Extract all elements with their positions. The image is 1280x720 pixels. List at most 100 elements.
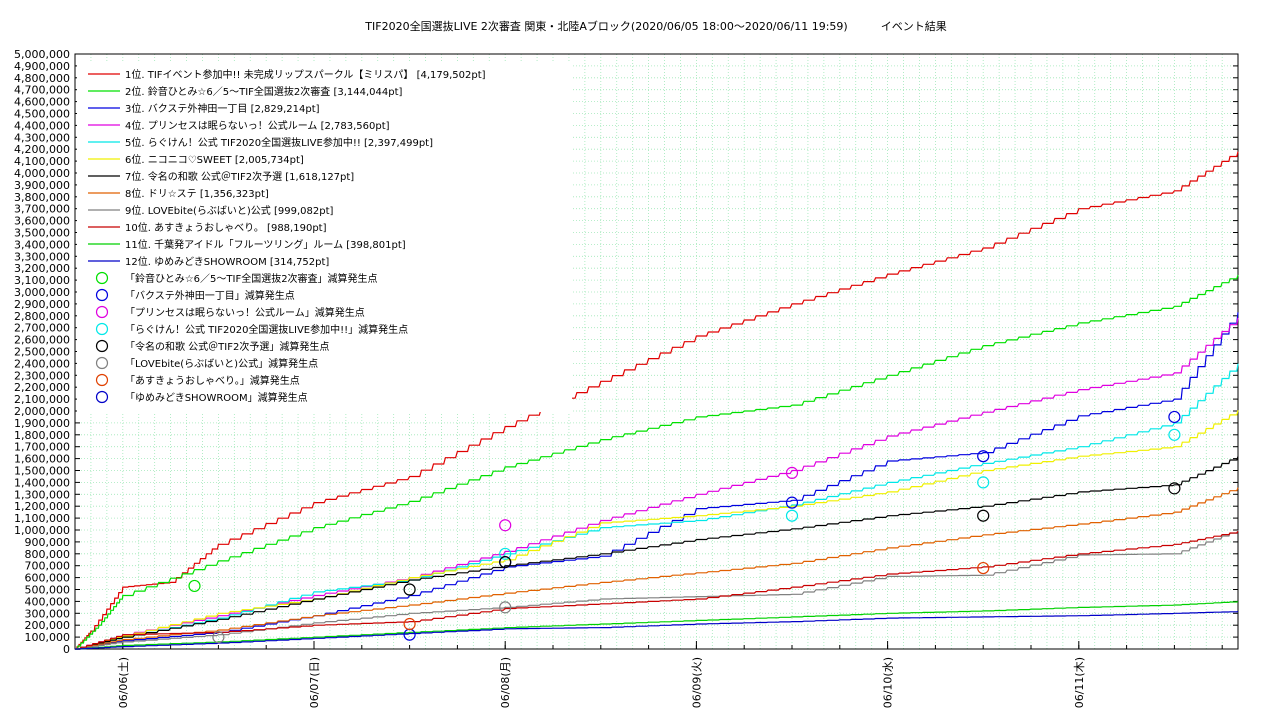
legend-entry: 12位. ゆめみどきSHOWROOM [314,752pt] [125, 255, 329, 268]
legend-entry: 2位. 鈴音ひとみ☆6／5〜TIF全国選抜2次審査 [3,144,044pt] [125, 85, 403, 98]
x-tick-label: 06/06(土) [117, 657, 130, 708]
legend-marker-entry: 「鈴音ひとみ☆6／5〜TIF全国選抜2次審査」減算発生点 [125, 272, 378, 285]
subtraction-marker [1168, 410, 1181, 424]
series-line-7 [75, 456, 1239, 650]
y-tick-label: 1,100,000 [14, 512, 70, 525]
y-tick-label: 100,000 [25, 631, 71, 644]
y-tick-label: 3,700,000 [14, 203, 70, 216]
series-line-9 [75, 529, 1239, 650]
legend-marker-entry: 「バクステ外神田一丁目」減算発生点 [125, 289, 295, 302]
y-tick-label: 4,100,000 [14, 155, 70, 168]
subtraction-marker [977, 561, 990, 575]
subtraction-marker [977, 509, 990, 522]
series-line-11 [75, 600, 1239, 650]
legend-marker [95, 305, 109, 319]
series-line-5 [75, 363, 1239, 650]
subtraction-marker [1168, 482, 1181, 495]
legend-marker [95, 339, 109, 353]
y-tick-label: 2,200,000 [14, 381, 70, 394]
subtraction-marker [977, 476, 990, 489]
y-tick-label: 4,800,000 [14, 72, 70, 85]
legend-entry: 7位. 令名の和歌 公式＠TIF2次予選 [1,618,127pt] [125, 170, 354, 183]
legend-marker-entry: 「LOVEbite(らぶばいと)公式」減算発生点 [125, 357, 318, 370]
legend-background [77, 62, 572, 412]
subtraction-marker [785, 509, 799, 522]
series-line-3 [75, 312, 1239, 650]
y-tick-label: 1,400,000 [14, 476, 70, 489]
y-tick-label: 2,500,000 [14, 346, 70, 359]
y-tick-label: 2,400,000 [14, 357, 70, 370]
x-tick-label: 06/10(水) [882, 657, 895, 708]
x-tick-label: 06/11(木) [1073, 657, 1086, 708]
y-tick-label: 300,000 [25, 607, 71, 620]
x-tick-label: 06/07(日) [308, 657, 321, 708]
x-tick-label: 06/08(月) [499, 657, 512, 708]
y-tick-label: 3,200,000 [14, 262, 70, 275]
legend-marker [95, 288, 109, 302]
y-tick-label: 4,600,000 [14, 96, 70, 109]
legend-marker [95, 356, 109, 370]
y-tick-label: 1,700,000 [14, 441, 70, 454]
axes: 0100,000200,000300,000400,000500,000600,… [14, 48, 1239, 708]
y-tick-label: 800,000 [25, 548, 71, 561]
y-tick-label: 3,800,000 [14, 191, 70, 204]
y-tick-label: 200,000 [25, 619, 71, 632]
legend-entry: 1位. TIFイベント参加中!! 未完成リップスパークル【ミリスパ】 [4,17… [125, 68, 486, 81]
y-tick-label: 3,600,000 [14, 215, 70, 228]
y-tick-label: 4,200,000 [14, 143, 70, 156]
y-tick-label: 3,900,000 [14, 179, 70, 192]
series-line-6 [75, 410, 1239, 650]
legend-marker-entry: 「ゆめみどきSHOWROOM」減算発生点 [125, 391, 308, 404]
y-tick-label: 5,000,000 [14, 48, 70, 61]
legend-entry: 3位. バクステ外神田一丁目 [2,829,214pt] [125, 102, 320, 115]
legend-entry: 9位. LOVEbite(らぶばいと)公式 [999,082pt] [125, 204, 333, 217]
legend-marker [95, 373, 109, 387]
subtraction-marker [403, 583, 416, 596]
series-line-4 [75, 317, 1239, 650]
y-tick-label: 4,700,000 [14, 84, 70, 97]
series-line-12 [75, 610, 1239, 650]
y-tick-label: 3,400,000 [14, 238, 70, 251]
y-tick-label: 2,300,000 [14, 369, 70, 382]
legend-entry: 11位. 千葉発アイドル「フルーツリング」ルーム [398,801pt] [125, 238, 406, 251]
subtraction-marker [212, 630, 225, 644]
subtraction-marker [977, 450, 990, 463]
y-tick-label: 2,800,000 [14, 310, 70, 323]
y-tick-label: 2,000,000 [14, 405, 70, 418]
y-tick-label: 3,000,000 [14, 286, 70, 299]
y-tick-label: 4,900,000 [14, 60, 70, 73]
y-tick-label: 1,200,000 [14, 500, 70, 513]
y-tick-label: 600,000 [25, 572, 71, 585]
y-tick-label: 4,500,000 [14, 108, 70, 121]
y-tick-label: 4,000,000 [14, 167, 70, 180]
y-tick-label: 2,900,000 [14, 298, 70, 311]
subtraction-marker [785, 496, 799, 509]
legend-marker [95, 322, 109, 336]
legend-marker [95, 390, 109, 404]
y-tick-label: 700,000 [25, 560, 71, 573]
subtraction-marker [499, 519, 512, 532]
legend-entry: 8位. ドリ☆ステ [1,356,323pt] [125, 187, 269, 200]
y-tick-label: 1,500,000 [14, 465, 70, 478]
legend: 1位. TIFイベント参加中!! 未完成リップスパークル【ミリスパ】 [4,17… [77, 62, 572, 412]
y-tick-label: 0 [63, 643, 70, 656]
y-tick-label: 400,000 [25, 595, 71, 608]
series-lines [75, 151, 1239, 650]
y-tick-label: 2,700,000 [14, 322, 70, 335]
subtraction-marker [403, 617, 416, 631]
markers [188, 410, 1181, 644]
chart-title: TIF2020全国選抜LIVE 2次審査 関東・北陸Aブロック(2020/06/… [364, 19, 946, 33]
subtraction-marker [499, 556, 512, 569]
series-line-8 [75, 487, 1239, 650]
legend-marker-entry: 「あすきょうおしゃべり。」減算発生点 [125, 374, 300, 387]
y-tick-label: 4,400,000 [14, 119, 70, 132]
legend-entry: 4位. プリンセスは眠らないっ！公式ルーム [2,783,560pt] [125, 119, 390, 132]
y-tick-label: 1,900,000 [14, 417, 70, 430]
x-tick-label: 06/09(火) [690, 657, 703, 708]
y-tick-label: 1,000,000 [14, 524, 70, 537]
legend-marker-entry: 「プリンセスは眠らないっ！公式ルーム」減算発生点 [125, 306, 365, 319]
y-tick-label: 3,300,000 [14, 250, 70, 263]
series-line-2 [75, 274, 1239, 650]
legend-marker [95, 271, 109, 285]
